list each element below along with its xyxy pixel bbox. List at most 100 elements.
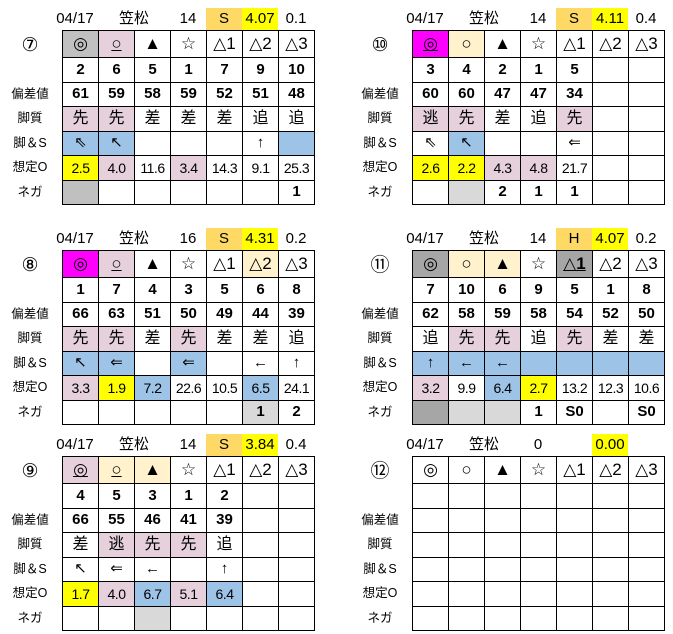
odds-cell[interactable]: 10.6 [628, 375, 665, 401]
nums-cell[interactable] [556, 483, 593, 509]
odds-cell[interactable]: 3.2 [412, 375, 449, 401]
kyaku-cell[interactable] [484, 532, 521, 558]
kyaku-cell[interactable]: 逃 [412, 106, 449, 132]
kyaku-cell[interactable]: 先 [170, 532, 207, 558]
hensa-cell[interactable]: 58 [520, 301, 557, 327]
hensa-cell[interactable]: 62 [412, 301, 449, 327]
marks-cell[interactable]: △1 [556, 30, 593, 58]
nega-cell[interactable] [278, 605, 315, 631]
nums-cell[interactable]: 9 [520, 277, 557, 303]
hensa-cell[interactable]: 63 [98, 301, 135, 327]
arrows-cell[interactable]: ← [134, 556, 171, 582]
marks-cell[interactable]: △1 [206, 456, 243, 484]
kyaku-cell[interactable]: 追 [278, 106, 315, 132]
arrows-cell[interactable] [520, 350, 557, 376]
odds-cell[interactable] [628, 155, 665, 181]
arrows-cell[interactable] [556, 350, 593, 376]
odds-cell[interactable]: 11.6 [134, 155, 171, 181]
nega-cell[interactable] [206, 179, 243, 205]
arrows-cell[interactable] [206, 350, 243, 376]
hensa-cell[interactable]: 41 [170, 507, 207, 533]
hensa-cell[interactable] [628, 507, 665, 533]
nega-cell[interactable] [242, 605, 279, 631]
marks-cell[interactable]: ☆ [170, 250, 207, 278]
odds-cell[interactable]: 13.2 [556, 375, 593, 401]
kyaku-cell[interactable] [448, 532, 485, 558]
kyaku-cell[interactable]: 先 [448, 106, 485, 132]
nega-cell[interactable]: S0 [556, 399, 593, 425]
nums-cell[interactable]: 6 [484, 277, 521, 303]
nega-cell[interactable] [206, 605, 243, 631]
nega-cell[interactable] [170, 399, 207, 425]
odds-cell[interactable]: 6.5 [242, 375, 279, 401]
nums-cell[interactable] [412, 483, 449, 509]
odds-cell[interactable]: 5.1 [170, 581, 207, 607]
arrows-cell[interactable] [592, 350, 629, 376]
hensa-cell[interactable] [520, 507, 557, 533]
arrows-cell[interactable] [484, 130, 521, 156]
kyaku-cell[interactable]: 先 [556, 106, 593, 132]
hensa-cell[interactable]: 66 [62, 301, 99, 327]
arrows-cell[interactable]: ↑ [242, 130, 279, 156]
hensa-cell[interactable]: 52 [592, 301, 629, 327]
nums-cell[interactable]: 6 [242, 277, 279, 303]
hensa-cell[interactable]: 47 [484, 81, 521, 107]
nums-cell[interactable]: 5 [134, 57, 171, 83]
nega-cell[interactable] [62, 179, 99, 205]
nums-cell[interactable]: 2 [62, 57, 99, 83]
marks-cell[interactable]: △3 [628, 250, 665, 278]
kyaku-cell[interactable]: 先 [448, 326, 485, 352]
marks-cell[interactable]: ○ [98, 250, 135, 278]
nums-cell[interactable]: 1 [62, 277, 99, 303]
nega-cell[interactable]: 2 [484, 179, 521, 205]
nega-cell[interactable] [412, 605, 449, 631]
hensa-cell[interactable]: 59 [484, 301, 521, 327]
arrows-cell[interactable]: ⇐ [556, 130, 593, 156]
hensa-cell[interactable] [556, 507, 593, 533]
kyaku-cell[interactable]: 差 [134, 106, 171, 132]
hensa-cell[interactable]: 51 [242, 81, 279, 107]
marks-cell[interactable]: ◎ [62, 456, 99, 484]
marks-cell[interactable]: ◎ [412, 456, 449, 484]
odds-cell[interactable]: 3.3 [62, 375, 99, 401]
marks-cell[interactable]: ☆ [170, 456, 207, 484]
nums-cell[interactable]: 3 [134, 483, 171, 509]
marks-cell[interactable]: ▲ [484, 250, 521, 278]
marks-cell[interactable]: △3 [628, 456, 665, 484]
odds-cell[interactable]: 2.5 [62, 155, 99, 181]
nums-cell[interactable]: 9 [242, 57, 279, 83]
marks-cell[interactable]: ▲ [134, 456, 171, 484]
arrows-cell[interactable]: ↖ [98, 130, 135, 156]
marks-cell[interactable]: △3 [278, 30, 315, 58]
marks-cell[interactable]: △2 [592, 456, 629, 484]
nega-cell[interactable] [520, 605, 557, 631]
nega-cell[interactable] [98, 605, 135, 631]
marks-cell[interactable]: ○ [448, 250, 485, 278]
marks-cell[interactable]: ☆ [170, 30, 207, 58]
kyaku-cell[interactable]: 先 [556, 326, 593, 352]
odds-cell[interactable]: 24.1 [278, 375, 315, 401]
arrows-cell[interactable] [412, 556, 449, 582]
odds-cell[interactable]: 2.2 [448, 155, 485, 181]
odds-cell[interactable]: 2.6 [412, 155, 449, 181]
nega-cell[interactable] [448, 605, 485, 631]
arrows-cell[interactable] [520, 130, 557, 156]
kyaku-cell[interactable]: 先 [98, 326, 135, 352]
odds-cell[interactable] [592, 155, 629, 181]
kyaku-cell[interactable] [592, 106, 629, 132]
nums-cell[interactable]: 4 [134, 277, 171, 303]
odds-cell[interactable]: 7.2 [134, 375, 171, 401]
hensa-cell[interactable]: 61 [62, 81, 99, 107]
marks-cell[interactable]: ◎ [62, 30, 99, 58]
odds-cell[interactable]: 21.7 [556, 155, 593, 181]
kyaku-cell[interactable] [520, 532, 557, 558]
marks-cell[interactable]: ▲ [484, 456, 521, 484]
nums-cell[interactable]: 3 [170, 277, 207, 303]
nega-cell[interactable] [628, 179, 665, 205]
nega-cell[interactable]: 1 [520, 179, 557, 205]
arrows-cell[interactable]: ← [484, 350, 521, 376]
marks-cell[interactable]: △2 [592, 30, 629, 58]
arrows-cell[interactable] [592, 556, 629, 582]
kyaku-cell[interactable]: 差 [134, 326, 171, 352]
nega-cell[interactable]: 1 [278, 179, 315, 205]
